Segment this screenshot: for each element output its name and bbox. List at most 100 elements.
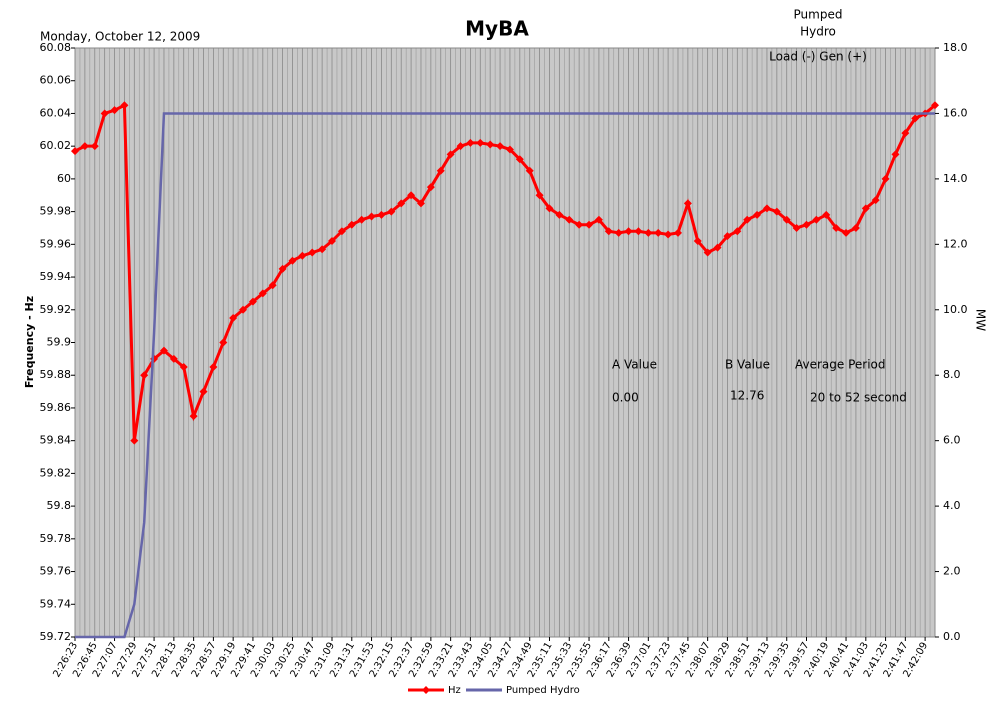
data-point: [159, 346, 168, 355]
data-point: [713, 243, 722, 252]
data-point: [100, 109, 109, 118]
annotation: Average Period: [795, 358, 886, 372]
data-point: [367, 212, 376, 221]
annotation: Load (-) Gen (+): [769, 50, 867, 64]
data-point: [90, 142, 99, 151]
data-point: [169, 354, 178, 363]
data-point: [693, 237, 702, 246]
data-point: [733, 227, 742, 236]
data-point: [436, 166, 445, 175]
data-point: [505, 145, 514, 154]
data-point: [703, 248, 712, 257]
chart-subtitle: Monday, October 12, 2009: [40, 30, 200, 44]
data-point: [476, 138, 485, 147]
data-point: [614, 228, 623, 237]
data-point: [664, 230, 673, 239]
data-point: [861, 204, 870, 213]
data-point: [565, 215, 574, 224]
data-point: [248, 297, 257, 306]
data-point: [189, 412, 198, 421]
data-point: [525, 166, 534, 175]
data-point: [832, 223, 841, 232]
data-point: [555, 210, 564, 219]
y-tick-label: 59.82: [40, 466, 72, 479]
data-point: [782, 215, 791, 224]
data-point: [179, 363, 188, 372]
legend-label: Hz: [448, 685, 461, 696]
legend-label: Pumped Hydro: [506, 685, 580, 696]
y-tick-label: 59.92: [40, 303, 72, 316]
y-tick-label: 60.08: [40, 41, 72, 54]
y-tick-label: 59.88: [40, 368, 72, 381]
data-point: [891, 150, 900, 159]
annotation: A Value: [612, 358, 657, 372]
data-point: [199, 387, 208, 396]
data-point: [120, 101, 129, 110]
data-point: [219, 338, 228, 347]
y2-tick-label: 14.0: [943, 172, 968, 185]
y-tick-label: 59.78: [40, 532, 72, 545]
data-point: [426, 183, 435, 192]
data-point: [911, 114, 920, 123]
data-point: [397, 199, 406, 208]
data-point: [594, 215, 603, 224]
data-point: [407, 191, 416, 200]
annotation: 20 to 52 second: [810, 391, 907, 405]
data-point: [753, 210, 762, 219]
data-point: [842, 228, 851, 237]
data-point: [654, 228, 663, 237]
annotation: Hydro: [800, 25, 836, 39]
data-point: [387, 207, 396, 216]
data-point: [416, 199, 425, 208]
data-point: [496, 142, 505, 151]
annotation: B Value: [725, 358, 770, 372]
data-point: [377, 210, 386, 219]
y-tick-label: 60.06: [40, 74, 72, 87]
data-point: [812, 215, 821, 224]
data-point: [486, 140, 495, 149]
y-tick-label: 59.94: [40, 270, 72, 283]
data-point: [268, 281, 277, 290]
y-tick-label: 60: [57, 172, 71, 185]
y2-tick-label: 6.0: [943, 434, 961, 447]
y-axis-title: Frequency - Hz: [23, 296, 36, 388]
data-point: [931, 101, 939, 110]
data-point: [308, 248, 317, 257]
y2-tick-label: 2.0: [943, 565, 961, 578]
data-point: [683, 199, 692, 208]
data-point: [901, 129, 910, 138]
data-point: [575, 220, 584, 229]
data-point: [644, 228, 653, 237]
data-point: [871, 196, 880, 205]
y2-tick-label: 16.0: [943, 106, 968, 119]
data-point: [318, 245, 327, 254]
data-point: [545, 204, 554, 213]
data-point: [209, 363, 218, 372]
data-point: [604, 227, 613, 236]
data-point: [673, 228, 682, 237]
y2-tick-label: 10.0: [943, 303, 968, 316]
data-point: [881, 174, 890, 183]
data-point: [328, 237, 337, 246]
data-point: [258, 289, 267, 298]
annotation: Pumped: [794, 8, 843, 22]
data-point: [110, 106, 119, 115]
data-point: [822, 210, 831, 219]
data-point: [851, 223, 860, 232]
data-point: [130, 436, 139, 445]
y-tick-label: 59.86: [40, 401, 72, 414]
data-point: [743, 215, 752, 224]
y2-tick-label: 0.0: [943, 630, 961, 643]
y-tick-label: 60.04: [40, 106, 72, 119]
data-point: [446, 150, 455, 159]
y-tick-label: 59.84: [40, 434, 72, 447]
y2-tick-label: 4.0: [943, 499, 961, 512]
data-point: [80, 142, 89, 151]
y2-tick-label: 8.0: [943, 368, 961, 381]
data-point: [634, 227, 643, 236]
data-point: [466, 138, 475, 147]
y2-tick-label: 12.0: [943, 237, 968, 250]
y-tick-label: 59.98: [40, 205, 72, 218]
data-point: [535, 191, 544, 200]
